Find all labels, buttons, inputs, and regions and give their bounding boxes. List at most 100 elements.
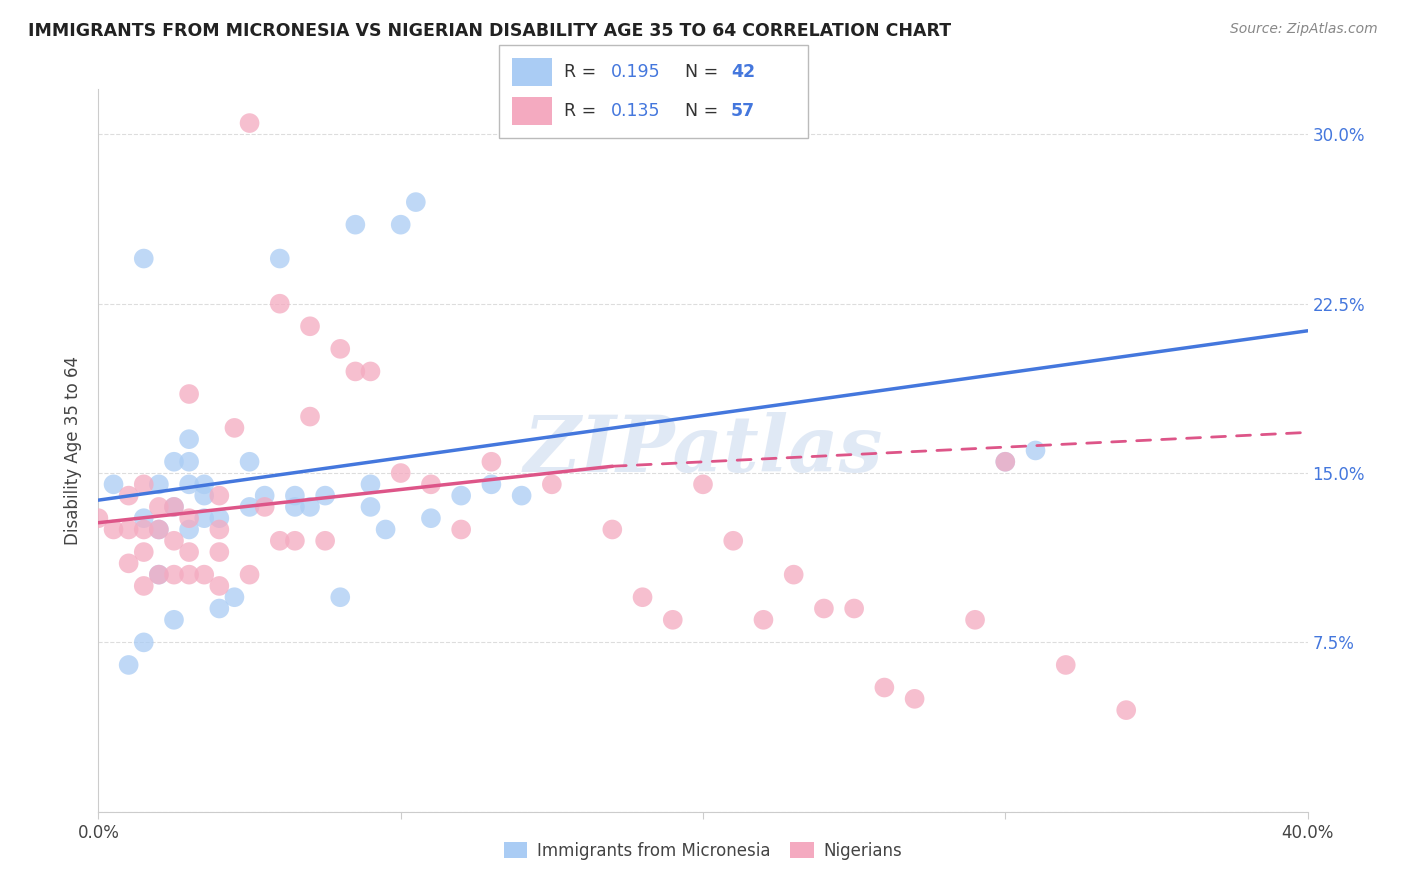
Point: [813, 601, 835, 615]
Point: [269, 296, 291, 310]
Point: [163, 500, 186, 514]
Point: [723, 533, 745, 548]
Point: [994, 455, 1017, 469]
Point: [148, 500, 170, 514]
Point: [314, 489, 336, 503]
Point: [420, 477, 443, 491]
Point: [163, 613, 186, 627]
Point: [179, 545, 201, 559]
Text: R =: R =: [564, 102, 602, 120]
Point: [602, 523, 624, 537]
Point: [269, 252, 291, 266]
Point: [179, 477, 201, 491]
FancyBboxPatch shape: [499, 45, 808, 138]
Point: [344, 364, 367, 378]
Point: [87, 511, 110, 525]
Point: [344, 218, 367, 232]
Point: [208, 545, 231, 559]
Point: [208, 511, 231, 525]
FancyBboxPatch shape: [512, 58, 551, 86]
Point: [132, 511, 155, 525]
Text: ZIPatlas: ZIPatlas: [523, 412, 883, 489]
Point: [481, 477, 503, 491]
Point: [239, 567, 262, 582]
Point: [329, 591, 352, 605]
Point: [1115, 703, 1137, 717]
Point: [148, 477, 170, 491]
Point: [374, 523, 396, 537]
Point: [253, 489, 276, 503]
Point: [450, 489, 472, 503]
Text: R =: R =: [564, 62, 602, 81]
Point: [132, 523, 155, 537]
Point: [148, 567, 170, 582]
Point: [389, 466, 412, 480]
Point: [163, 567, 186, 582]
Point: [224, 421, 246, 435]
Point: [132, 252, 155, 266]
Point: [224, 591, 246, 605]
Point: [239, 116, 262, 130]
Point: [692, 477, 714, 491]
Point: [118, 523, 141, 537]
Point: [314, 533, 336, 548]
Point: [994, 455, 1017, 469]
Point: [284, 500, 307, 514]
Point: [163, 455, 186, 469]
Point: [360, 364, 382, 378]
Text: 0.135: 0.135: [610, 102, 659, 120]
Point: [269, 533, 291, 548]
Point: [405, 195, 427, 210]
Point: [420, 511, 443, 525]
Point: [1054, 657, 1077, 672]
Point: [179, 511, 201, 525]
Point: [1024, 443, 1046, 458]
Text: Source: ZipAtlas.com: Source: ZipAtlas.com: [1230, 22, 1378, 37]
Point: [118, 657, 141, 672]
FancyBboxPatch shape: [512, 97, 551, 125]
Point: [103, 477, 125, 491]
Text: 57: 57: [731, 102, 755, 120]
Point: [844, 601, 866, 615]
Point: [208, 579, 231, 593]
Point: [163, 533, 186, 548]
Legend: Immigrants from Micronesia, Nigerians: Immigrants from Micronesia, Nigerians: [495, 834, 911, 869]
Point: [208, 523, 231, 537]
Y-axis label: Disability Age 35 to 64: Disability Age 35 to 64: [63, 356, 82, 545]
Text: N =: N =: [685, 62, 724, 81]
Point: [481, 455, 503, 469]
Point: [965, 613, 987, 627]
Point: [752, 613, 775, 627]
Point: [179, 432, 201, 446]
Point: [253, 500, 276, 514]
Point: [661, 613, 683, 627]
Point: [179, 387, 201, 401]
Point: [389, 218, 412, 232]
Point: [193, 489, 215, 503]
Point: [132, 545, 155, 559]
Point: [208, 601, 231, 615]
Point: [208, 489, 231, 503]
Point: [103, 523, 125, 537]
Point: [179, 455, 201, 469]
Point: [284, 533, 307, 548]
Point: [132, 477, 155, 491]
Text: 42: 42: [731, 62, 755, 81]
Point: [132, 579, 155, 593]
Text: N =: N =: [685, 102, 724, 120]
Point: [179, 567, 201, 582]
Point: [329, 342, 352, 356]
Text: IMMIGRANTS FROM MICRONESIA VS NIGERIAN DISABILITY AGE 35 TO 64 CORRELATION CHART: IMMIGRANTS FROM MICRONESIA VS NIGERIAN D…: [28, 22, 952, 40]
Point: [510, 489, 533, 503]
Point: [299, 409, 322, 424]
Point: [450, 523, 472, 537]
Point: [904, 691, 927, 706]
Point: [118, 557, 141, 571]
Point: [299, 319, 322, 334]
Point: [193, 567, 215, 582]
Point: [148, 567, 170, 582]
Point: [631, 591, 654, 605]
Point: [239, 455, 262, 469]
Point: [148, 523, 170, 537]
Point: [284, 489, 307, 503]
